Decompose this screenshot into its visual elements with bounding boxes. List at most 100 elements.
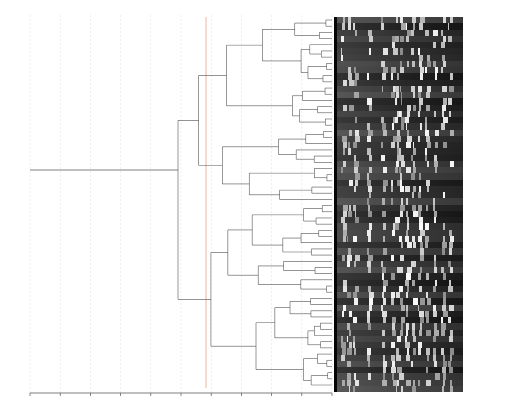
gel-band: [346, 292, 352, 299]
gel-band: [427, 160, 429, 167]
gel-band: [400, 92, 403, 99]
gel-band: [395, 385, 398, 392]
gel-band: [407, 242, 412, 249]
gel-band: [449, 304, 455, 311]
gel-band: [449, 85, 454, 92]
gel-band: [406, 29, 411, 36]
gel-band: [354, 210, 357, 217]
gel-band: [383, 185, 386, 192]
gel-lane: [334, 229, 463, 237]
gel-band: [383, 279, 388, 286]
gel-band: [407, 110, 411, 117]
gel-band: [413, 210, 418, 217]
gel-band: [440, 67, 443, 74]
gel-band: [355, 179, 359, 186]
gel-band: [394, 117, 399, 124]
gel-band: [342, 23, 345, 30]
gel-band: [340, 335, 344, 342]
gel-lane: [334, 173, 463, 180]
gel-band: [341, 217, 346, 224]
gel-band: [400, 210, 404, 217]
gel-band: [412, 279, 416, 286]
gel-band: [352, 342, 355, 349]
gel-lane: [334, 35, 463, 43]
gel-band: [381, 198, 386, 205]
gel-band: [440, 29, 443, 36]
gel-band: [392, 223, 395, 230]
gel-lane: [334, 198, 463, 205]
gel-band: [425, 317, 430, 324]
gel-lane: [334, 267, 463, 274]
gel-band: [342, 17, 346, 24]
gel-lane: [334, 217, 463, 224]
gel-band: [405, 342, 410, 349]
gel-band: [407, 348, 410, 355]
gel-band: [405, 304, 408, 311]
gel-band: [343, 279, 348, 286]
gel-band: [367, 310, 371, 317]
lane-marker: [334, 142, 337, 149]
gel-band: [367, 173, 370, 180]
gel-band: [340, 354, 346, 361]
gel-band: [418, 329, 423, 336]
gel-band: [395, 348, 399, 355]
gel-band: [418, 48, 420, 55]
gel-band: [355, 129, 360, 136]
gel-band: [348, 129, 353, 136]
gel-band: [449, 129, 454, 136]
gel-lane: [334, 335, 463, 343]
gel-band: [406, 379, 411, 386]
gel-band: [400, 304, 406, 311]
gel-band: [390, 354, 395, 361]
gel-band: [400, 123, 404, 130]
gel-band: [449, 17, 453, 24]
lane-marker: [334, 29, 337, 36]
gel-band: [449, 379, 452, 386]
gel-band: [382, 360, 388, 367]
gel-band: [352, 23, 356, 30]
gel-band: [434, 329, 439, 336]
gel-band: [418, 223, 423, 230]
gel-band: [419, 248, 425, 255]
gel-image: [334, 17, 463, 392]
gel-band: [383, 129, 387, 136]
gel-band: [382, 123, 387, 130]
gel-band: [447, 98, 452, 105]
gel-band: [400, 267, 404, 274]
gel-band: [381, 85, 384, 92]
gel-band: [368, 35, 373, 42]
gel-band: [432, 354, 436, 361]
gel-band: [399, 67, 404, 74]
gel-band: [449, 279, 452, 286]
gel-band: [342, 223, 348, 230]
gel-band: [396, 129, 401, 136]
gel-lane: [334, 242, 463, 249]
gel-band: [410, 154, 413, 161]
gel-band: [418, 217, 424, 224]
gel-band: [405, 35, 410, 42]
gel-lane: [334, 254, 463, 262]
gel-band: [400, 98, 403, 105]
gel-band: [348, 17, 351, 24]
gel-band: [347, 373, 351, 380]
gel-band: [406, 273, 412, 280]
gel-band: [400, 254, 405, 261]
gel-band: [369, 298, 374, 305]
gel-band: [397, 335, 401, 342]
gel-band: [442, 223, 445, 230]
gel-band: [405, 198, 409, 205]
lane-marker: [334, 79, 337, 86]
gel-band: [347, 323, 350, 330]
lane-marker: [334, 67, 337, 74]
gel-band: [343, 210, 347, 217]
gel-band: [433, 260, 436, 267]
gel-band: [367, 204, 371, 211]
gel-band: [412, 204, 417, 211]
gel-band: [433, 304, 436, 311]
gel-band: [398, 110, 401, 117]
gel-band: [420, 298, 425, 305]
gel-band: [343, 285, 348, 292]
gel-band: [434, 360, 438, 367]
lane-marker: [334, 135, 337, 142]
